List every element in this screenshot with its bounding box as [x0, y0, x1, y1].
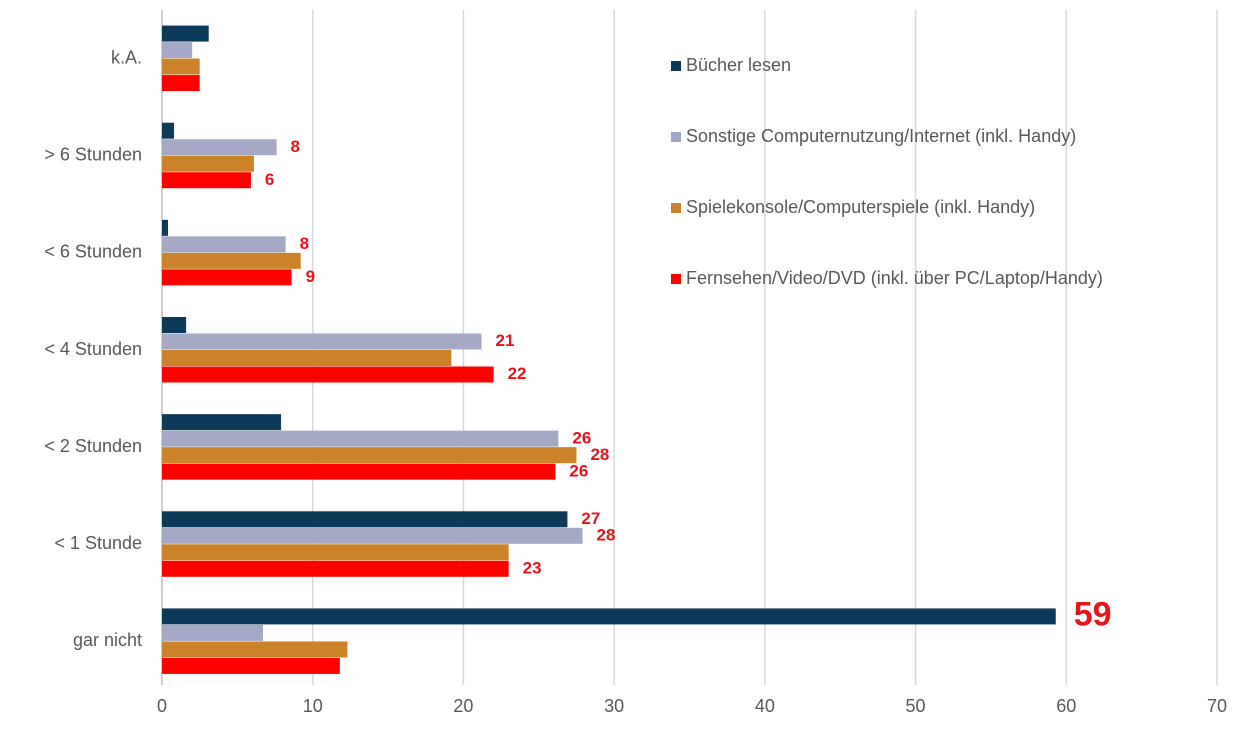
bar [162, 252, 301, 269]
bar [162, 544, 509, 561]
bar [162, 430, 559, 447]
y-tick-label: k.A. [111, 47, 142, 67]
x-tick-label: 60 [1056, 696, 1076, 716]
bar [162, 350, 452, 366]
bar [162, 139, 277, 156]
bar [162, 657, 340, 674]
bar [162, 333, 482, 350]
bar [162, 463, 556, 480]
legend-label: Bücher lesen [686, 55, 791, 75]
data-label: 28 [590, 445, 609, 464]
data-label: 8 [300, 234, 309, 253]
legend-marker [671, 61, 681, 71]
x-tick-label: 50 [906, 696, 926, 716]
bar [162, 122, 175, 139]
bar [162, 511, 568, 528]
bar [162, 219, 169, 236]
bar [162, 527, 583, 544]
bar [162, 75, 200, 92]
legend-marker [671, 274, 681, 284]
data-label: 22 [508, 364, 527, 383]
bar [162, 172, 251, 189]
bar [162, 317, 187, 333]
legend-label: Sonstige Computernutzung/Internet (inkl.… [686, 126, 1076, 146]
data-label: 8 [291, 137, 300, 156]
y-tick-label: < 6 Stunden [44, 242, 142, 262]
y-tick-label: < 1 Stunde [54, 533, 142, 553]
bar [162, 155, 254, 172]
legend-marker [671, 132, 681, 142]
legend-marker [671, 203, 681, 213]
bar [162, 58, 200, 75]
bar [162, 641, 348, 658]
x-tick-label: 30 [604, 696, 624, 716]
data-label: 28 [596, 526, 615, 545]
data-label: 6 [265, 170, 274, 189]
legend-label: Spielekonsole/Computerspiele (inkl. Hand… [686, 197, 1035, 217]
bar [162, 366, 494, 383]
bar [162, 269, 292, 286]
data-label: 26 [569, 461, 588, 480]
bar [162, 42, 193, 59]
bar [162, 414, 282, 431]
bar [162, 560, 509, 577]
bar [162, 608, 1056, 625]
data-label: 21 [496, 331, 515, 350]
data-label: 26 [572, 428, 591, 447]
x-tick-label: 40 [755, 696, 775, 716]
y-tick-label: < 2 Stunden [44, 436, 142, 456]
y-tick-label: > 6 Stunden [44, 144, 142, 164]
data-label: 23 [523, 559, 542, 578]
data-label: 9 [306, 267, 315, 286]
bar [162, 236, 286, 253]
data-label: 27 [581, 509, 600, 528]
x-tick-label: 20 [453, 696, 473, 716]
x-tick-label: 10 [303, 696, 323, 716]
data-label: 59 [1074, 596, 1112, 634]
legend-label: Fernsehen/Video/DVD (inkl. über PC/Lapto… [686, 268, 1103, 288]
y-tick-label: gar nicht [73, 630, 142, 650]
x-tick-label: 0 [157, 696, 167, 716]
x-tick-label: 70 [1207, 696, 1227, 716]
bar [162, 624, 263, 641]
y-tick-label: < 4 Stunden [44, 339, 142, 359]
bar [162, 447, 577, 464]
bar [162, 25, 209, 42]
